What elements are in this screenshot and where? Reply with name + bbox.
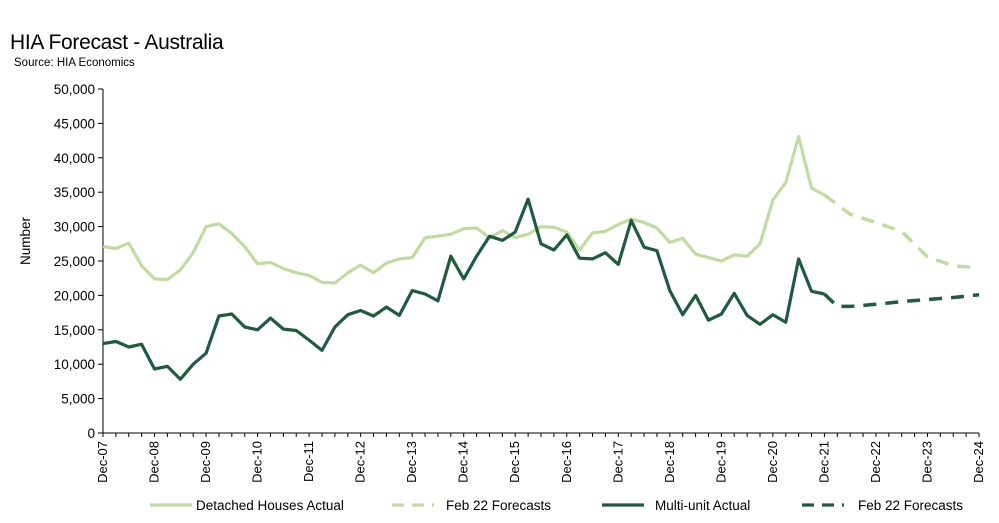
series-line-1 <box>823 193 980 270</box>
legend-label: Detached Houses Actual <box>196 498 344 513</box>
y-tick-label: 25,000 <box>54 254 95 269</box>
x-tick-label: Dec-17 <box>610 441 625 483</box>
legend: Detached Houses Actual Feb 22 Forecasts Mu… <box>150 498 963 513</box>
chart-subtitle: Source: HIA Economics <box>14 57 135 69</box>
x-tick-label: Dec-15 <box>507 441 522 483</box>
x-tick-label: Dec-12 <box>353 441 368 483</box>
x-tick-label: Dec-16 <box>559 441 574 483</box>
legend-label: Feb 22 Forecasts <box>858 498 963 513</box>
legend-label: Multi-unit Actual <box>655 498 750 513</box>
x-tick-label: Dec-10 <box>250 441 265 483</box>
y-tick-label: 30,000 <box>54 220 95 235</box>
x-tick-label: Dec-09 <box>198 441 213 483</box>
y-tick-label: 15,000 <box>54 323 95 338</box>
series-layer <box>102 134 980 381</box>
x-tick-label: Dec-20 <box>765 441 780 483</box>
y-tick-label: 5,000 <box>61 392 95 407</box>
x-tick-label: Dec-07 <box>95 441 110 483</box>
series-line-3 <box>823 292 980 309</box>
x-tick-label: Dec-18 <box>662 441 677 483</box>
x-tick-label: Dec-22 <box>868 441 883 483</box>
x-tick-label: Dec-13 <box>404 441 419 483</box>
y-tick-label: 40,000 <box>54 151 95 166</box>
series-line-0 <box>102 134 826 285</box>
x-tick-label: Dec-19 <box>713 441 728 483</box>
x-tick-label: Dec-08 <box>147 441 162 483</box>
series-line-2 <box>102 197 825 381</box>
legend-label: Feb 22 Forecasts <box>446 498 551 513</box>
x-tick-label: Dec-21 <box>816 441 831 483</box>
chart-axes: 0 5,000 10,000 15,000 20,000 25,000 30,000 35,0… <box>54 82 986 483</box>
x-tick-label: Dec-23 <box>919 441 934 483</box>
y-tick-label: 50,000 <box>54 82 95 97</box>
y-axis-label: Number <box>18 216 33 265</box>
y-tick-label: 20,000 <box>54 288 95 303</box>
y-tick-label: 45,000 <box>54 116 95 131</box>
y-tick-label: 35,000 <box>54 185 95 200</box>
y-tick-label: 0 <box>87 426 95 441</box>
x-tick-label: Dec-11 <box>301 441 316 482</box>
y-tick-label: 10,000 <box>54 357 95 372</box>
chart-title: HIA Forecast - Australia <box>10 31 224 54</box>
x-tick-label: Dec-24 <box>971 441 986 483</box>
x-tick-label: Dec-14 <box>456 441 471 483</box>
